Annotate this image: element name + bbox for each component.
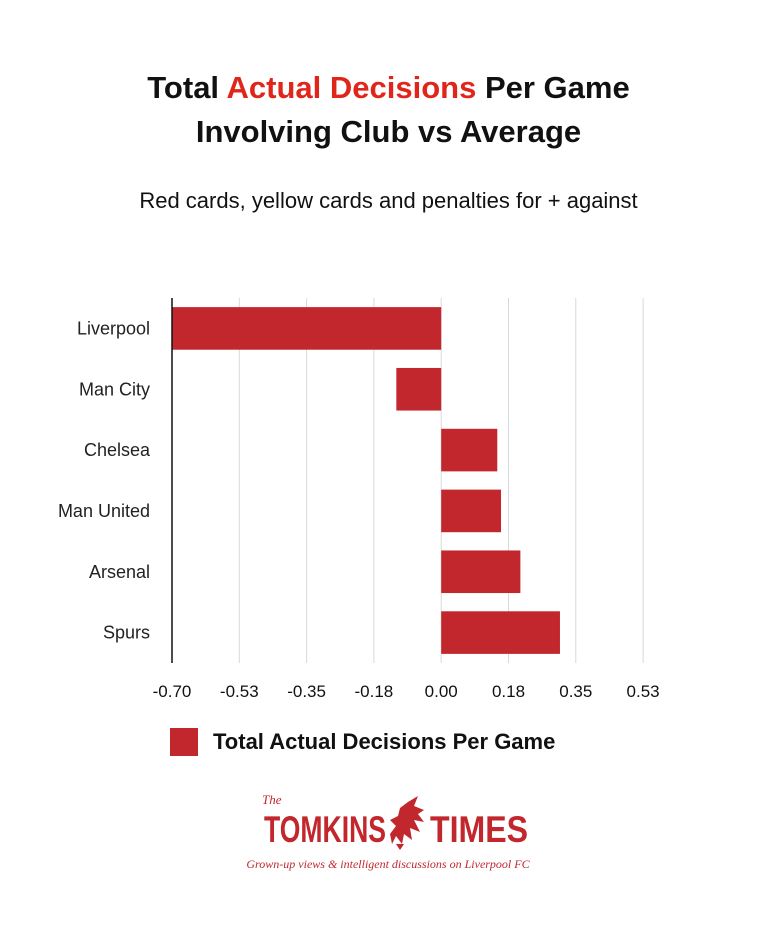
bar-chelsea bbox=[441, 428, 498, 472]
liverbird-icon bbox=[390, 796, 424, 850]
x-tick-label: 0.18 bbox=[492, 682, 525, 701]
legend-swatch bbox=[170, 728, 198, 756]
category-label: Arsenal bbox=[89, 562, 150, 582]
title-text-start: Total bbox=[147, 70, 227, 105]
bars bbox=[172, 307, 560, 654]
category-labels: Liverpool Man City Chelsea Man United Arsena… bbox=[58, 318, 151, 642]
category-label: Man City bbox=[79, 379, 150, 399]
bar-liverpool bbox=[172, 307, 442, 350]
logo-graphic: The TOMKINS TIMES Grown-up views & intel… bbox=[246, 792, 530, 871]
x-tick-label: 0.35 bbox=[559, 682, 592, 701]
logo-name-left: TOMKINS bbox=[264, 809, 386, 850]
bar-chart: Liverpool Man City Chelsea Man United Arsena… bbox=[58, 298, 660, 701]
legend-label: Total Actual Decisions Per Game bbox=[213, 729, 556, 754]
category-label: Chelsea bbox=[84, 440, 151, 460]
x-tick-label: 0.00 bbox=[425, 682, 458, 701]
category-label: Man United bbox=[58, 501, 150, 521]
logo-tagline: Grown-up views & intelligent discussions… bbox=[246, 857, 530, 871]
bar-man-united bbox=[441, 489, 502, 533]
title-text-end: Per Game bbox=[476, 70, 630, 105]
legend: Total Actual Decisions Per Game bbox=[170, 728, 555, 756]
bar-arsenal bbox=[441, 550, 521, 594]
x-tick-label: -0.53 bbox=[220, 682, 259, 701]
grid-lines bbox=[238, 298, 644, 663]
x-tick-labels: -0.70 -0.53 -0.35 -0.18 0.00 0.18 0.35 0.53 bbox=[153, 682, 660, 701]
chart-subtitle: Red cards, yellow cards and penalties fo… bbox=[139, 188, 638, 213]
bar-man-city bbox=[396, 367, 442, 411]
x-tick-label: -0.35 bbox=[287, 682, 326, 701]
logo-the: The bbox=[262, 792, 282, 807]
category-label: Liverpool bbox=[77, 318, 150, 338]
bar-spurs bbox=[441, 611, 560, 654]
title-line-1: Total Actual Decisions Per Game bbox=[0, 66, 777, 110]
logo-name-right: TIMES bbox=[430, 809, 528, 850]
x-tick-label: 0.53 bbox=[627, 682, 660, 701]
x-tick-label: -0.18 bbox=[355, 682, 394, 701]
category-label: Spurs bbox=[103, 623, 150, 643]
title-line-2: Involving Club vs Average bbox=[195, 114, 582, 149]
chart-title: Total Actual Decisions Per Game Involvin… bbox=[0, 66, 777, 154]
x-tick-label: -0.70 bbox=[153, 682, 192, 701]
tomkins-times-logo: The TOMKINS TIMES Grown-up views & intel… bbox=[0, 790, 777, 885]
title-highlight: Actual Decisions bbox=[226, 70, 477, 105]
